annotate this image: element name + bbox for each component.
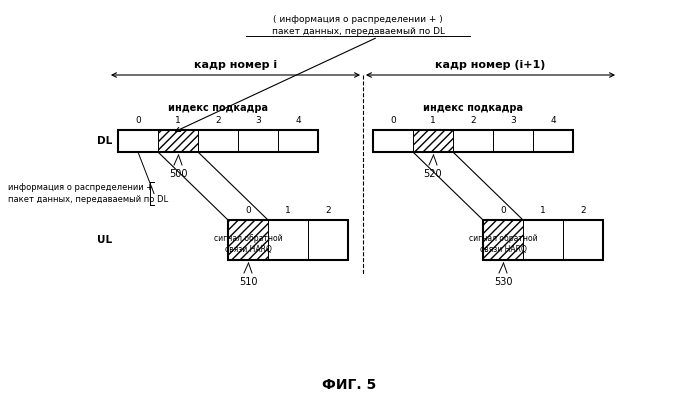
Text: 2: 2	[325, 206, 331, 215]
Bar	[118, 130, 158, 152]
Bar	[483, 220, 603, 260]
Text: 500: 500	[168, 169, 187, 179]
Text: сигнал обратной
связи HARQ: сигнал обратной связи HARQ	[214, 234, 282, 254]
Bar	[373, 130, 573, 152]
Text: кадр номер i: кадр номер i	[194, 60, 277, 70]
Bar	[523, 220, 563, 260]
Bar	[533, 130, 573, 152]
Bar	[158, 130, 198, 152]
Text: кадр номер (i+1): кадр номер (i+1)	[435, 60, 546, 70]
Text: 0: 0	[135, 116, 141, 125]
Text: 2: 2	[580, 206, 586, 215]
Text: 0: 0	[245, 206, 251, 215]
Text: индекс подкадра: индекс подкадра	[423, 103, 523, 113]
Text: 510: 510	[239, 277, 257, 287]
Bar	[228, 220, 268, 260]
Bar	[118, 130, 318, 152]
Text: 1: 1	[175, 116, 181, 125]
Text: 1: 1	[430, 116, 436, 125]
Text: DL: DL	[96, 136, 112, 146]
Bar	[453, 130, 493, 152]
Text: 0: 0	[500, 206, 506, 215]
Text: 0: 0	[390, 116, 396, 125]
Bar	[483, 220, 523, 260]
Text: 2: 2	[470, 116, 476, 125]
Text: 2: 2	[215, 116, 221, 125]
Text: 3: 3	[510, 116, 516, 125]
Text: информация о распределении +: информация о распределении +	[8, 183, 153, 193]
Bar	[413, 130, 453, 152]
Text: UL: UL	[97, 235, 112, 245]
Text: ( информация о распределении + ): ( информация о распределении + )	[273, 15, 443, 25]
Bar	[493, 130, 533, 152]
Text: индекс подкадра: индекс подкадра	[168, 103, 268, 113]
Text: ФИГ. 5: ФИГ. 5	[322, 378, 376, 392]
Bar	[268, 220, 308, 260]
Bar	[238, 130, 278, 152]
Bar	[278, 130, 318, 152]
Text: сигнал обратной
связи HARQ: сигнал обратной связи HARQ	[469, 234, 538, 254]
Text: 4: 4	[550, 116, 556, 125]
Bar	[563, 220, 603, 260]
Text: 530: 530	[493, 277, 512, 287]
Bar	[308, 220, 348, 260]
Bar	[228, 220, 348, 260]
Bar	[373, 130, 413, 152]
Text: пакет данных, передаваемый по DL: пакет данных, передаваемый по DL	[271, 27, 445, 35]
Text: 1: 1	[540, 206, 546, 215]
Text: 3: 3	[255, 116, 261, 125]
Text: 1: 1	[285, 206, 291, 215]
Text: 4: 4	[295, 116, 301, 125]
Bar	[198, 130, 238, 152]
Text: пакет данных, передаваемый по DL: пакет данных, передаваемый по DL	[8, 195, 168, 204]
Text: 520: 520	[424, 169, 442, 179]
